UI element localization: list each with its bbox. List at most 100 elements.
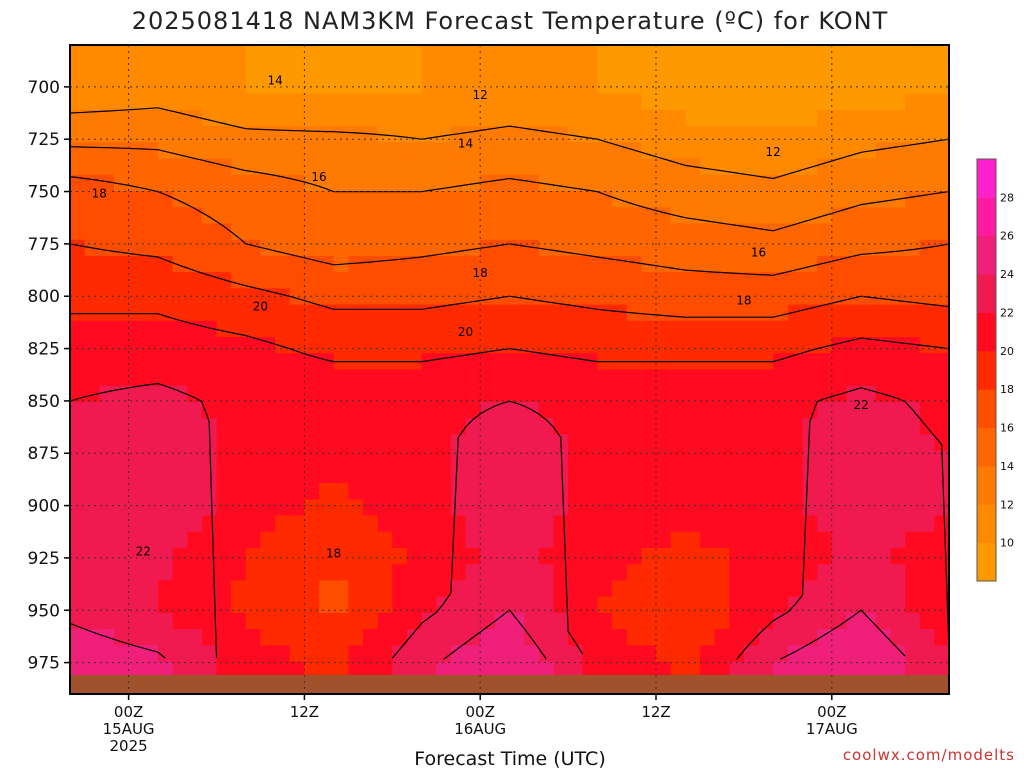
heat-cell — [143, 580, 159, 598]
heat-cell — [861, 612, 877, 630]
heat-cell — [245, 612, 262, 630]
heat-cell — [773, 126, 789, 143]
heat-cell — [670, 434, 686, 452]
heat-cell — [260, 450, 276, 468]
heat-cell — [231, 93, 247, 111]
heat-cell — [406, 61, 423, 79]
heat-cell — [172, 418, 188, 435]
heat-cell — [494, 191, 511, 208]
heat-cell — [553, 418, 569, 435]
heat-cell — [392, 109, 408, 127]
heat-cell — [773, 596, 789, 614]
heat-cell — [846, 353, 862, 371]
credit-text[interactable]: coolwx.com/modelts — [843, 746, 1015, 764]
heat-cell — [245, 191, 262, 208]
heat-cell — [553, 401, 569, 419]
heat-cell — [201, 61, 218, 79]
heat-cell — [612, 629, 628, 646]
heat-cell — [289, 142, 305, 160]
heat-cell — [231, 564, 247, 582]
heat-cell — [494, 142, 511, 160]
heat-cell — [773, 223, 789, 241]
heat-cell — [538, 353, 555, 371]
heat-cell — [275, 45, 291, 62]
heat-cell — [919, 272, 935, 289]
heat-cell — [113, 337, 130, 354]
heat-cell — [905, 385, 921, 403]
heat-cell — [568, 596, 584, 614]
heat-cell — [421, 385, 437, 403]
heat-cell — [128, 207, 144, 225]
heat-cell — [377, 629, 393, 646]
heat-cell — [934, 483, 949, 500]
heat-cell — [128, 191, 144, 208]
heat-cell — [333, 320, 349, 338]
heat-cell — [641, 596, 657, 614]
heat-cell — [245, 109, 262, 127]
heat-cell — [846, 109, 862, 127]
heat-cell — [597, 337, 613, 354]
heat-cell — [480, 304, 496, 322]
heat-cell — [919, 142, 935, 160]
heat-cell — [406, 434, 423, 452]
heat-cell — [70, 661, 86, 679]
heat-cell — [919, 223, 935, 241]
heat-cell — [641, 483, 657, 500]
heat-cell — [729, 645, 745, 663]
heat-cell — [568, 126, 584, 143]
heat-cell — [758, 77, 774, 95]
heat-cell — [846, 466, 862, 484]
heat-cell — [509, 158, 525, 176]
heat-cell — [128, 434, 144, 452]
heat-cell — [406, 126, 423, 143]
heat-cell — [128, 61, 144, 79]
heat-cell — [436, 304, 452, 322]
heat-cell — [582, 158, 598, 176]
heat-cell — [641, 401, 657, 419]
heat-cell — [216, 483, 232, 500]
contour-label-bg — [749, 244, 768, 259]
heat-cell — [377, 450, 393, 468]
heat-cell — [172, 142, 188, 160]
heat-cell — [612, 45, 628, 62]
heat-cell — [406, 401, 423, 419]
heat-cell — [494, 272, 511, 289]
heat-cell — [392, 239, 408, 257]
heat-cell — [714, 580, 730, 598]
heat-cell — [685, 239, 701, 257]
contour-label-bg — [134, 543, 153, 558]
heat-cell — [861, 223, 877, 241]
heat-cell — [656, 207, 672, 225]
heat-cell — [304, 483, 320, 500]
heat-cell — [113, 401, 130, 419]
heat-cell — [245, 434, 262, 452]
heat-cell — [817, 418, 833, 435]
heat-cell — [289, 207, 305, 225]
heat-cell — [685, 580, 701, 598]
heat-cell — [656, 337, 672, 354]
heat-cell — [670, 223, 686, 241]
heat-cell — [553, 369, 569, 387]
heat-cell — [480, 288, 496, 306]
heat-cell — [597, 369, 613, 387]
heat-cell — [333, 629, 349, 646]
heat-cell — [729, 239, 745, 257]
heat-cell — [465, 174, 481, 192]
heat-cell — [538, 385, 555, 403]
heat-cell — [831, 61, 848, 79]
heat-cell — [84, 353, 100, 371]
heat-cell — [84, 255, 100, 273]
heat-cell — [817, 612, 833, 630]
heat-cell — [919, 93, 935, 111]
heat-cell — [84, 142, 100, 160]
heat-cell — [99, 564, 115, 582]
heat-cell — [392, 304, 408, 322]
heat-cell — [128, 304, 144, 322]
heat-cell — [421, 483, 437, 500]
heat-cell — [231, 661, 247, 679]
heat-cell — [275, 401, 291, 419]
heat-cell — [377, 596, 393, 614]
heat-cell — [319, 369, 335, 387]
heat-cell — [743, 385, 760, 403]
heat-cell — [480, 337, 496, 354]
